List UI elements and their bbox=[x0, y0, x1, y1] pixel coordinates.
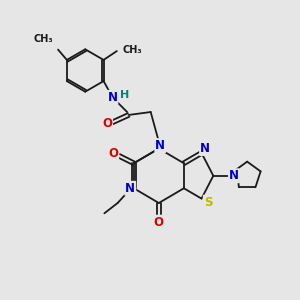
Text: O: O bbox=[102, 117, 112, 130]
Text: N: N bbox=[125, 182, 135, 195]
Text: O: O bbox=[108, 147, 118, 160]
Text: O: O bbox=[154, 216, 164, 229]
Text: H: H bbox=[120, 90, 130, 100]
Text: CH₃: CH₃ bbox=[33, 34, 53, 44]
Text: N: N bbox=[155, 139, 165, 152]
Text: N: N bbox=[107, 91, 117, 104]
Text: S: S bbox=[204, 196, 212, 208]
Text: CH₃: CH₃ bbox=[122, 45, 142, 55]
Text: N: N bbox=[200, 142, 210, 155]
Text: N: N bbox=[229, 169, 239, 182]
